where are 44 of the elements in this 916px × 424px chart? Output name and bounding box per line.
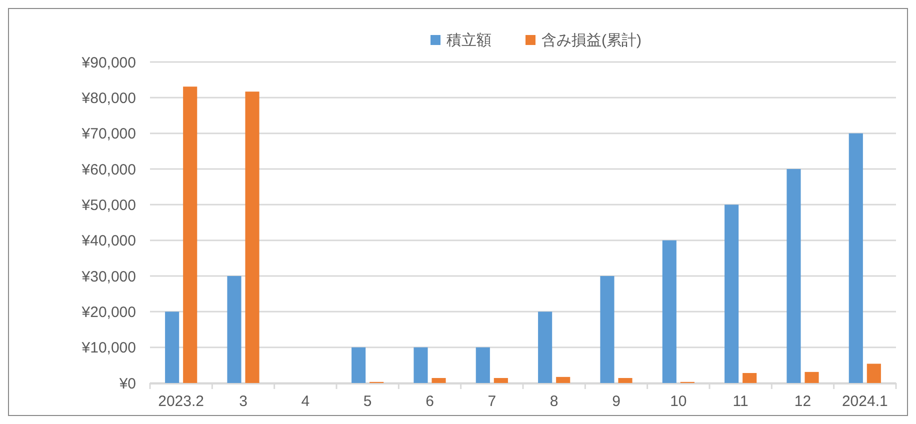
bar [494, 378, 508, 383]
bar [352, 347, 366, 383]
x-tick-label: 4 [301, 393, 310, 410]
bar [556, 376, 570, 383]
bar [600, 276, 614, 383]
x-tick-label: 5 [363, 393, 372, 410]
y-tick-label: ¥20,000 [80, 304, 136, 321]
x-tick-label: 6 [426, 393, 434, 410]
bar [742, 373, 757, 383]
y-tick-label: ¥40,000 [80, 232, 136, 250]
bar [245, 92, 260, 383]
bar [432, 378, 446, 383]
bar [538, 312, 552, 383]
y-tick-label: ¥50,000 [80, 196, 136, 214]
y-tick-label: ¥80,000 [80, 90, 136, 107]
bar [662, 240, 676, 383]
x-tick-label: 7 [488, 393, 496, 410]
x-tick-label: 2024.1 [842, 393, 888, 410]
bar [476, 347, 490, 383]
bar [804, 372, 819, 383]
y-tick-label: ¥0 [118, 375, 136, 392]
bar [414, 347, 428, 383]
bar [786, 169, 801, 383]
x-tick-label: 2023.2 [158, 393, 204, 410]
bar [227, 276, 242, 383]
y-tick-label: ¥90,000 [80, 54, 136, 72]
x-tick-label: 11 [732, 393, 748, 410]
x-tick-label: 10 [670, 393, 687, 410]
bar [866, 364, 881, 383]
bar [848, 133, 863, 383]
bar [724, 204, 739, 383]
legend-label: 積立額 [446, 32, 492, 49]
bar [165, 312, 180, 383]
y-tick-label: ¥30,000 [80, 268, 136, 286]
x-tick-label: 12 [794, 393, 812, 410]
bar [618, 378, 632, 383]
y-tick-label: ¥70,000 [80, 126, 136, 143]
bar [183, 86, 198, 383]
y-tick-label: ¥60,000 [80, 161, 136, 178]
x-tick-label: 8 [550, 393, 558, 410]
legend-label: 含み損益(累計) [542, 32, 642, 49]
y-tick-label: ¥10,000 [80, 340, 136, 357]
x-tick-label: 9 [612, 393, 620, 410]
x-tick-label: 3 [239, 393, 248, 410]
